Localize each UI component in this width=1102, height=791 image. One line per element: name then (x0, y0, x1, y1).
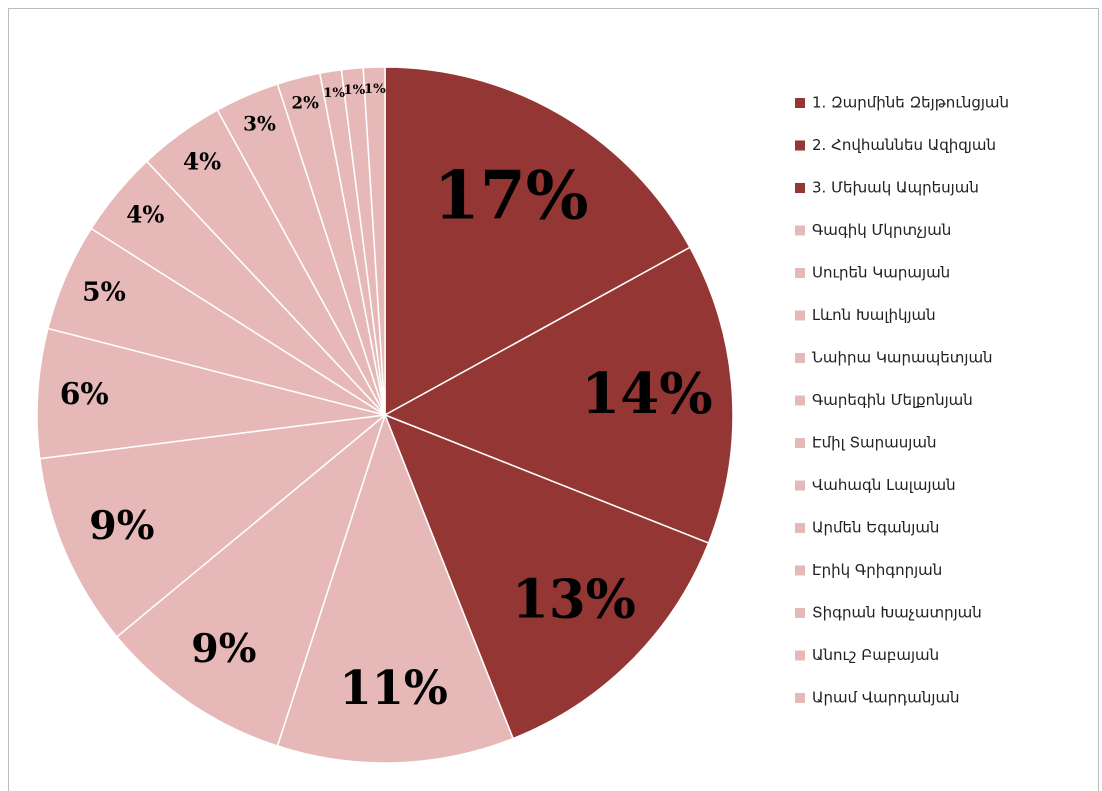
pie-slice (383, 413, 710, 740)
legend-swatch (795, 438, 805, 448)
legend-swatch (795, 353, 805, 363)
legend-swatch (795, 693, 805, 703)
legend-label: Արմեն Եգանյան (812, 519, 939, 537)
legend-swatch (795, 140, 805, 151)
data-label: 3% (243, 112, 276, 136)
legend-label: Արամ Վարդանյան (812, 689, 960, 707)
data-label: 14% (581, 361, 713, 427)
data-label: 13% (512, 568, 636, 630)
pie-slice (38, 413, 388, 638)
legend-label: Էրիկ Գրիգորյան (812, 561, 942, 579)
data-label: 1% (323, 86, 345, 101)
chart-border (8, 8, 1099, 791)
legend-swatch (795, 565, 805, 576)
legend-swatch (795, 310, 805, 321)
legend-label: Էմիլ Տարասյան (812, 434, 936, 452)
legend-swatch (795, 395, 805, 406)
data-label: 11% (339, 661, 447, 715)
data-label: 2% (292, 93, 320, 113)
legend-label: 1. Զարմինե Զեյթունցյան (812, 94, 1009, 112)
legend-swatch (795, 608, 805, 618)
data-label: 1% (343, 83, 365, 98)
data-label: 9% (191, 626, 256, 672)
legend-label: Գարեգին Մելքոնյան (812, 391, 973, 409)
legend-label: Գագիկ Մկրտչյան (812, 221, 951, 239)
pie-slice (36, 327, 386, 460)
pie-slice (276, 412, 515, 764)
pie-slice (384, 66, 691, 417)
pie-slice (383, 246, 734, 545)
pie-slice (115, 412, 387, 747)
legend-label: 2. Հովհաննես Ազիզյան (812, 136, 996, 154)
legend-label: 3. Մեխակ Ապրեսյան (812, 179, 979, 197)
legend-swatch (795, 268, 805, 278)
legend-swatch (795, 183, 805, 193)
data-label: 1% (364, 82, 386, 97)
legend-label: Տիգրան Խաչատրյան (812, 604, 982, 622)
data-label: 5% (82, 276, 126, 307)
legend-swatch (795, 650, 805, 661)
legend-label: Սուրեն Կարայան (812, 264, 950, 282)
data-label: 4% (183, 148, 221, 175)
legend-swatch (795, 98, 805, 108)
pie-slice (362, 66, 386, 416)
data-label: 4% (126, 202, 164, 229)
data-label: 6% (60, 377, 109, 412)
legend-label: Նաիրա Կարապետյան (812, 349, 993, 367)
data-label: 9% (89, 503, 154, 549)
data-label: 17% (434, 157, 589, 235)
legend-swatch (795, 523, 805, 533)
legend-swatch (795, 225, 805, 236)
legend-label: Վահագն Լալայան (812, 476, 956, 494)
legend-label: Անուշ Բաբայան (812, 646, 939, 664)
legend-swatch (795, 480, 805, 491)
legend-label: Լևոն Խալիկյան (812, 306, 936, 324)
